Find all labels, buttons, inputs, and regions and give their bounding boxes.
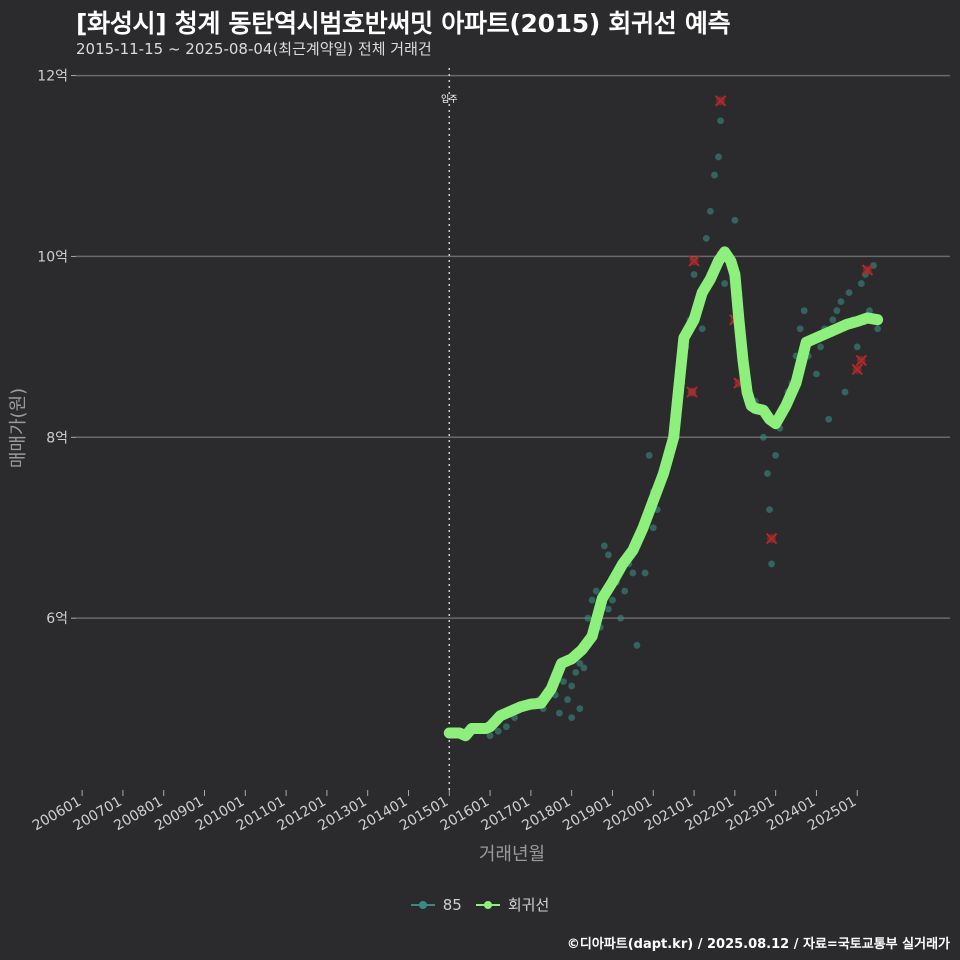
transaction-point — [772, 451, 780, 459]
transaction-point — [572, 669, 580, 676]
chart-subtitle: 2015-11-15 ~ 2025-08-04(최근계약일) 전체 거래건 — [76, 40, 432, 58]
legend-regression-label: 회귀선 — [507, 896, 550, 914]
outlier-cross-b — [765, 532, 778, 545]
transaction-point — [494, 727, 502, 735]
transaction-point — [633, 641, 641, 649]
transaction-point — [841, 388, 849, 396]
regression-line-layer — [443, 246, 884, 742]
outlier-cross-b — [688, 255, 700, 267]
transaction-point — [604, 605, 612, 613]
legend: 85 회귀선 — [0, 894, 960, 915]
transaction-point — [825, 415, 833, 423]
transaction-point — [764, 470, 771, 477]
outlier-marker — [861, 264, 874, 276]
legend-points-label: 85 — [442, 895, 462, 914]
outlier-marker — [686, 386, 698, 398]
transaction-point — [715, 153, 722, 161]
transaction-point — [592, 587, 600, 595]
transaction-point — [731, 216, 739, 224]
y-tick-label: 12억 — [37, 69, 68, 85]
outlier-cross-b — [855, 354, 868, 367]
transaction-point — [604, 551, 612, 559]
legend-regression-key — [475, 900, 500, 909]
transaction-point — [837, 298, 845, 306]
y-tick-label: 10억 — [37, 249, 68, 265]
transaction-point — [829, 316, 837, 324]
outlier-cross-b — [861, 264, 874, 276]
transaction-point — [817, 343, 824, 351]
transaction-point — [502, 723, 510, 731]
transaction-point — [760, 433, 767, 441]
transaction-point — [706, 207, 714, 215]
legend-item-points: 85 — [410, 895, 462, 915]
source-caption: ©디아파트(dapt.kr) / 2025.08.12 / 자료=국토교통부 실… — [566, 937, 950, 952]
transaction-point — [568, 714, 576, 722]
transaction-point — [768, 560, 775, 568]
points-layer — [486, 117, 882, 740]
transaction-point — [766, 506, 773, 514]
transaction-point — [649, 524, 657, 532]
transaction-point — [568, 682, 576, 690]
y-axis-label: 매매가(원) — [8, 388, 29, 468]
outlier-cross-b — [851, 363, 863, 376]
transaction-point — [870, 262, 877, 269]
transaction-point — [486, 732, 494, 740]
grid-layer — [76, 74, 950, 619]
transaction-point — [698, 325, 706, 333]
transaction-point — [717, 117, 724, 125]
transaction-point — [584, 614, 592, 622]
transaction-point — [576, 659, 584, 667]
transaction-point — [560, 678, 567, 685]
transaction-point — [853, 343, 861, 351]
annotation-layer: 입주 — [441, 68, 458, 790]
transaction-point — [621, 587, 629, 595]
transaction-point — [645, 451, 653, 459]
outlier-marker — [855, 354, 868, 367]
transaction-point — [813, 370, 820, 378]
transaction-point — [576, 705, 584, 713]
legend-item-regression: 회귀선 — [475, 894, 550, 915]
regression-line — [443, 246, 884, 742]
outlier-marker — [765, 532, 778, 545]
transaction-point — [564, 696, 571, 703]
transaction-point — [874, 325, 882, 333]
transaction-point — [866, 307, 873, 315]
outlier-marker — [688, 255, 700, 267]
outlier-cross-b — [686, 386, 698, 398]
y-tick-label: 6억 — [46, 611, 68, 627]
transaction-point — [641, 569, 649, 577]
x-axis-label: 거래년월 — [479, 844, 545, 865]
transaction-point — [702, 234, 710, 242]
move-in-label: 입주 — [441, 93, 458, 105]
outlier-marker — [714, 95, 727, 107]
transaction-point — [556, 709, 563, 717]
legend-points-key — [410, 900, 435, 909]
axis-layer: 6억8억10억12억200601200701200801200901201001… — [30, 69, 859, 835]
transaction-point — [588, 596, 596, 604]
transaction-point — [600, 542, 608, 550]
transaction-point — [796, 325, 804, 333]
chart-title: [화성시] 청계 동탄역시범호반써밋 아파트(2015) 회귀선 예측 — [76, 9, 731, 38]
transaction-point — [580, 664, 588, 672]
transaction-point — [609, 596, 616, 604]
transaction-point — [857, 280, 865, 287]
transaction-point — [629, 569, 637, 577]
outlier-marker — [851, 363, 863, 376]
transaction-point — [845, 289, 853, 297]
transaction-point — [711, 171, 718, 179]
transaction-point — [721, 280, 729, 287]
outlier-cross-b — [714, 95, 727, 107]
transaction-point — [833, 307, 841, 315]
transaction-point — [617, 614, 625, 622]
legend-points-dot — [418, 900, 427, 909]
legend-regression-dot — [483, 900, 492, 909]
transaction-point — [800, 307, 808, 315]
y-tick-label: 8억 — [46, 430, 68, 446]
transaction-point — [690, 271, 698, 278]
